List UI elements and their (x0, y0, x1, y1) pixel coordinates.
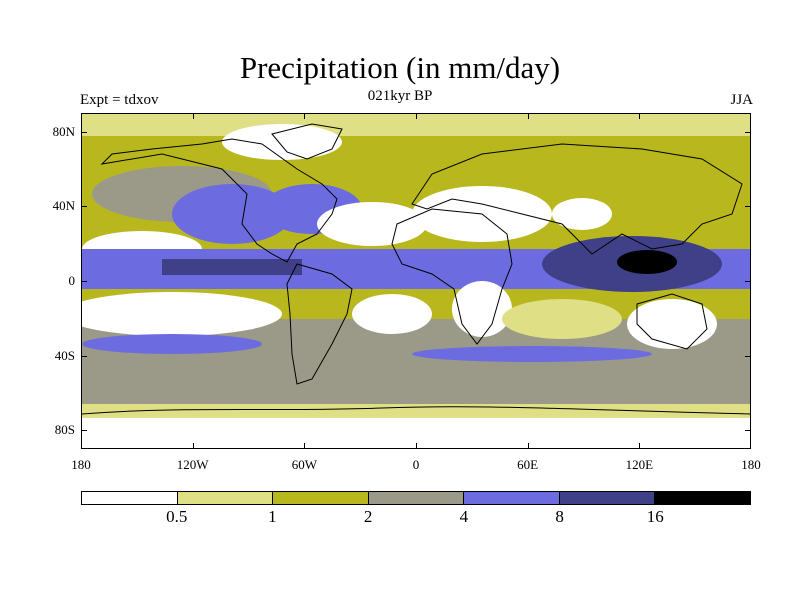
colorbar-level-label: 4 (459, 507, 469, 526)
north-atlantic-dry (317, 202, 427, 246)
x-tick-label: 180 (741, 457, 761, 472)
pacific-itcz-core (162, 259, 302, 275)
y-tick-mark (745, 131, 751, 133)
colorbar-segment (464, 492, 560, 504)
y-tick-mark (81, 430, 87, 432)
australia-outline (636, 293, 708, 350)
x-tick-label: 180 (71, 457, 91, 472)
warm-pool-max (617, 250, 677, 274)
coastlines (82, 123, 750, 415)
season-label: JJA (730, 92, 753, 108)
south-america-outline (286, 263, 353, 385)
arabia-dry (552, 198, 612, 230)
eurasia-outline (411, 143, 743, 255)
x-tick-mark (192, 443, 194, 449)
experiment-label: Expt = tdxov (80, 92, 159, 108)
colorbar-level-label: 16 (646, 507, 664, 526)
x-tick-label: 120W (176, 457, 209, 472)
colorbar-segment (655, 492, 751, 504)
greenland-dry (222, 124, 342, 160)
x-tick-mark (192, 113, 194, 119)
y-tick-mark (745, 355, 751, 357)
greenland-outline (271, 123, 343, 160)
x-tick-mark (527, 443, 529, 449)
southern-africa-dry (452, 281, 512, 337)
x-tick-mark (750, 443, 751, 449)
south-atlantic-dry (352, 294, 432, 334)
x-tick-label: 0 (412, 457, 420, 472)
colorbar-segment (273, 492, 369, 504)
x-tick-mark (304, 443, 306, 449)
colorbar-segment (82, 492, 178, 504)
colorbar-level-label: 8 (555, 507, 564, 526)
y-tick-mark (745, 281, 751, 282)
south-pacific-dry (82, 292, 282, 336)
x-tick-mark (527, 113, 529, 119)
y-tick-mark (745, 206, 751, 208)
y-tick-mark (81, 131, 87, 133)
x-tick-mark (304, 113, 306, 119)
colorbar-level-label: 0.5 (166, 507, 188, 526)
north-pacific-storm (172, 184, 292, 244)
precipitation-map (81, 113, 751, 449)
x-tick-mark (81, 113, 82, 119)
colorbar-segment (559, 492, 656, 504)
colorbar-level-label: 2 (363, 507, 373, 526)
y-tick-label: 40S (54, 347, 75, 363)
colorbar (81, 491, 751, 505)
y-tick-label: 80N (52, 123, 75, 139)
x-tick-label: 60E (517, 457, 539, 472)
x-tick-mark (416, 443, 417, 449)
map-title: Precipitation (in mm/day) (239, 50, 561, 85)
x-tick-mark (416, 113, 417, 119)
colorbar-level-label: 1 (268, 507, 277, 526)
x-tick-mark (750, 113, 751, 119)
australia-dry (627, 299, 717, 349)
y-tick-mark (745, 430, 751, 432)
y-tick-mark (81, 281, 87, 282)
indian-ocean-dry (502, 299, 622, 339)
colorbar-segment (177, 492, 274, 504)
y-tick-mark (81, 355, 87, 357)
antarctica-outline (82, 406, 750, 415)
north-america-outline (100, 138, 338, 263)
y-tick-label: 80S (54, 422, 75, 438)
x-tick-mark (639, 443, 641, 449)
colorbar-segment (368, 492, 465, 504)
y-tick-label: 0 (68, 273, 76, 288)
map-canvas (82, 114, 750, 448)
south-pacific-storm (82, 334, 262, 354)
x-tick-label: 60W (291, 457, 317, 472)
southern-ocean-storm (412, 346, 652, 362)
period-label: 021kyr BP (367, 88, 433, 104)
africa-outline (391, 208, 513, 345)
x-tick-label: 120E (625, 457, 654, 472)
x-tick-mark (639, 113, 641, 119)
y-tick-label: 40N (52, 198, 75, 214)
x-tick-mark (81, 443, 82, 449)
y-tick-mark (81, 206, 87, 208)
antarctic-light-band (82, 404, 750, 418)
